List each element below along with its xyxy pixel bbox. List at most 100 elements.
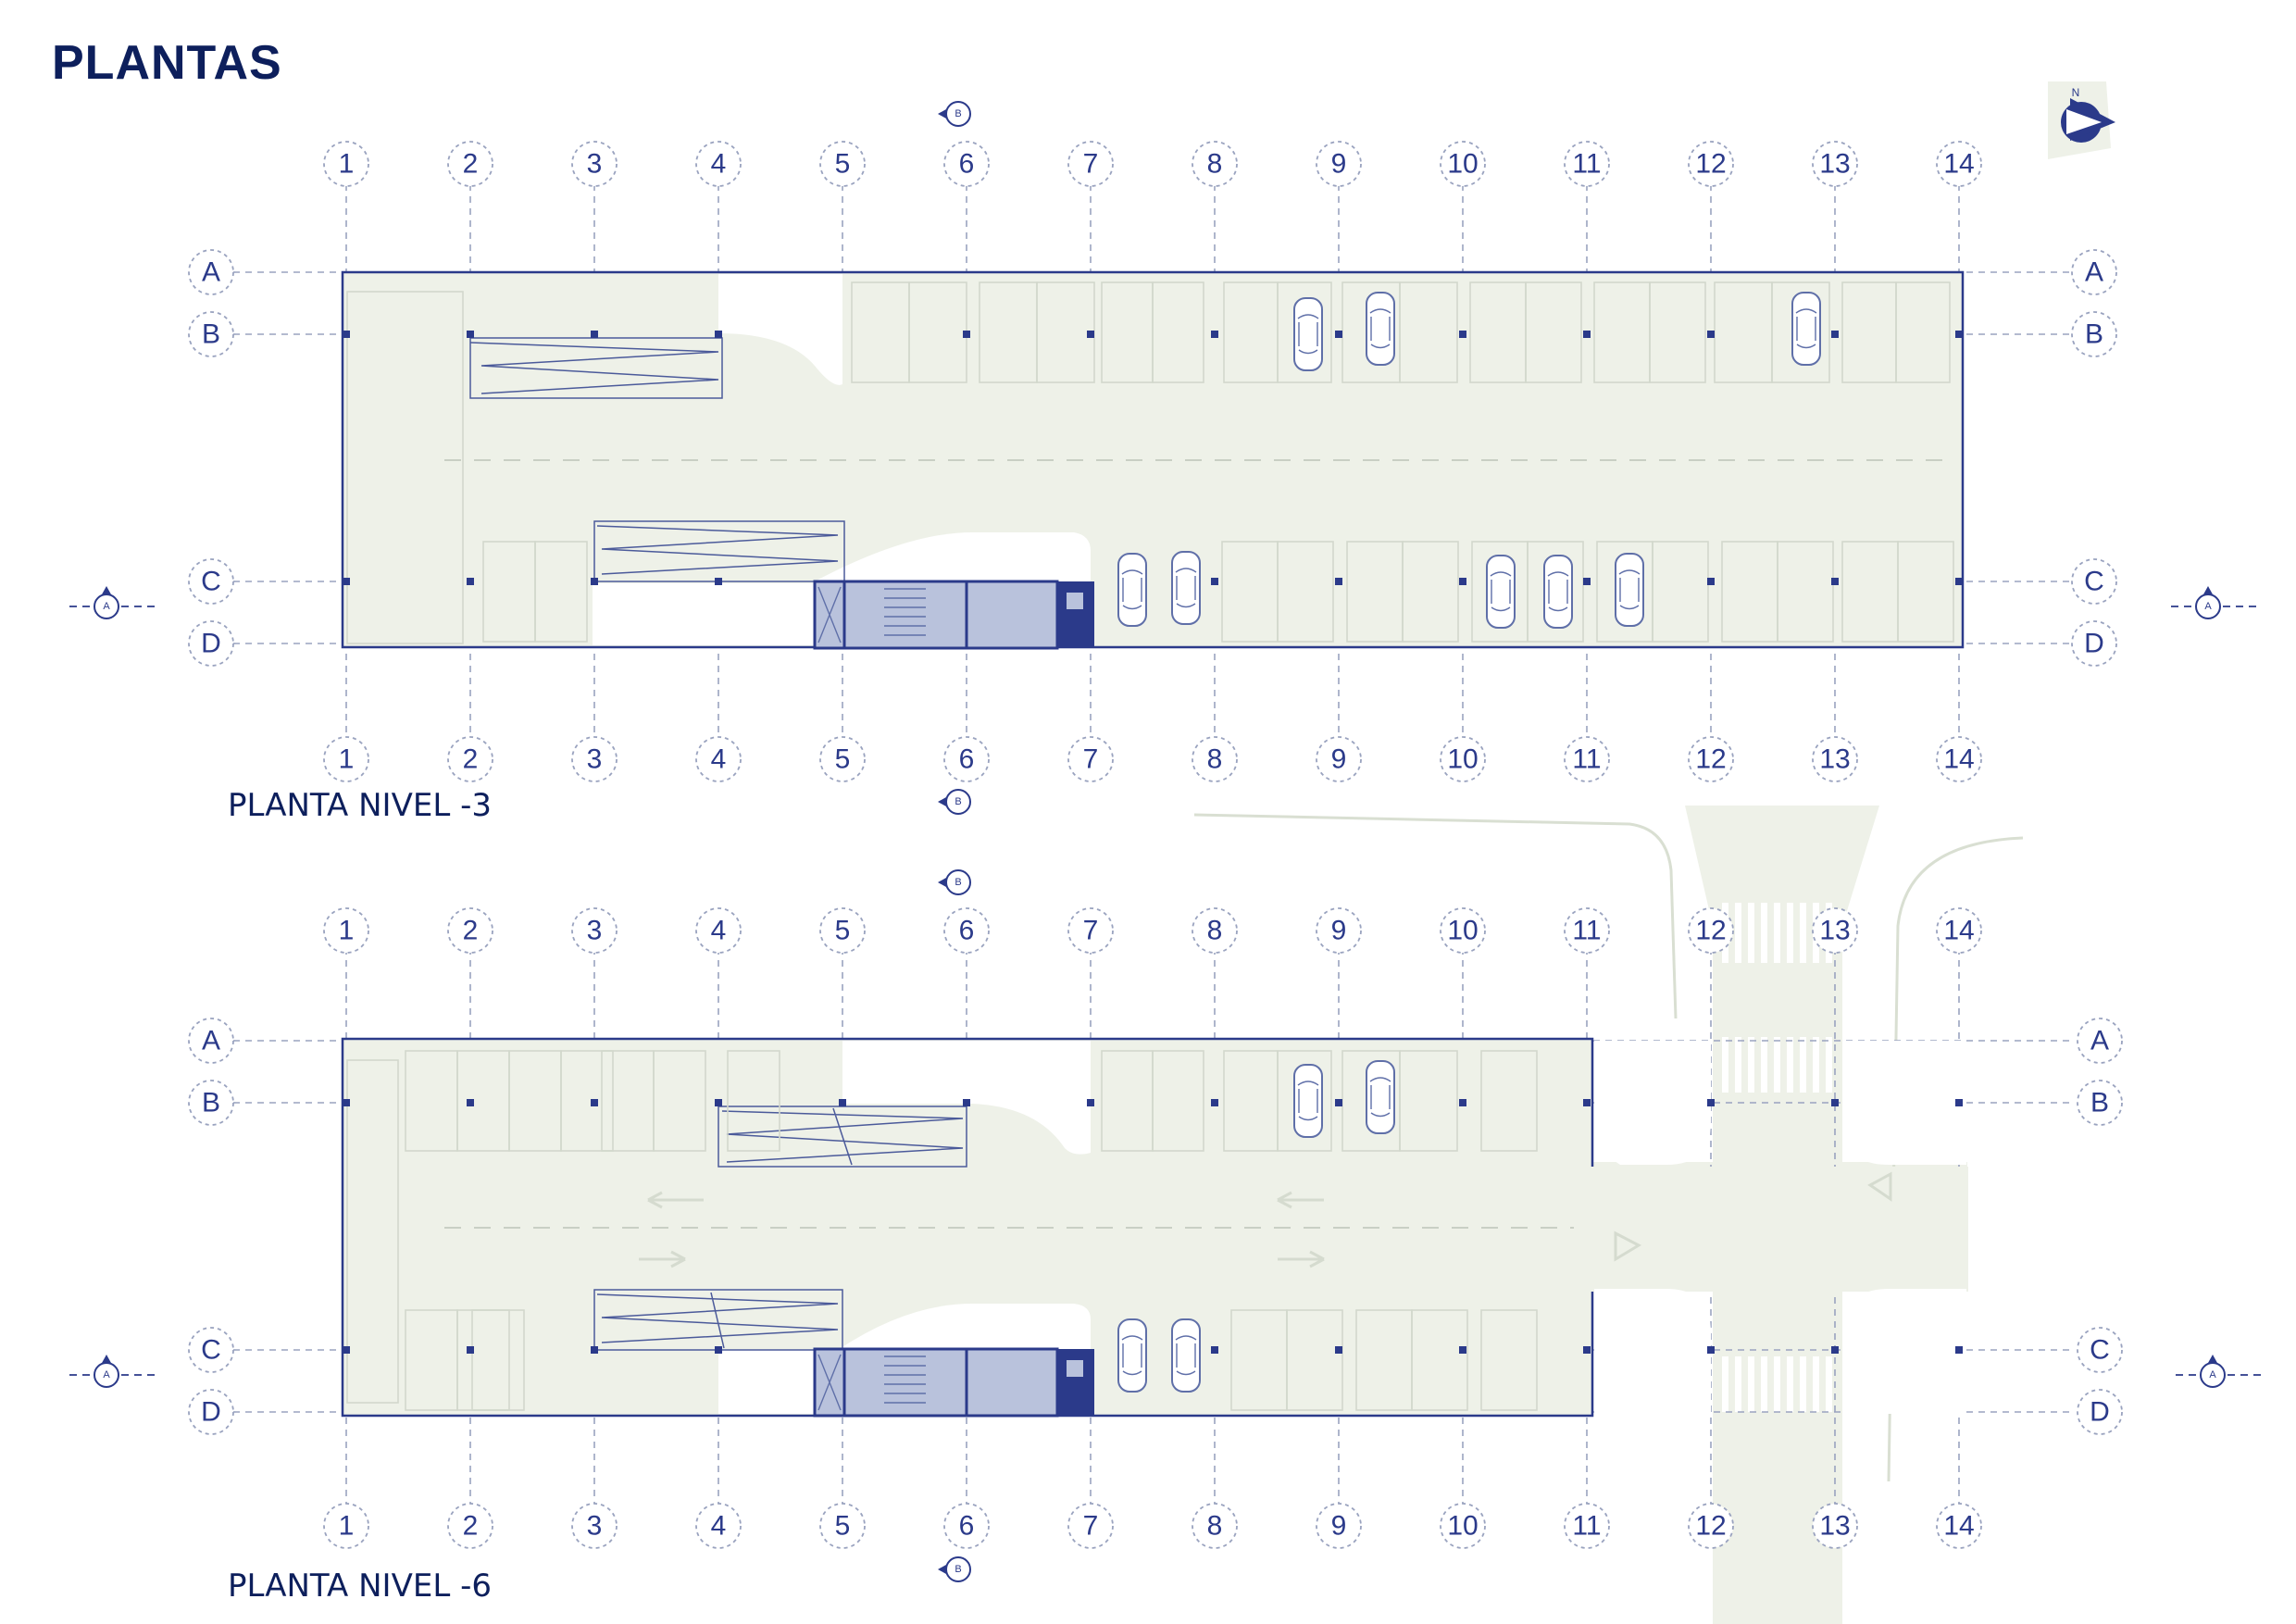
car-detail	[1297, 1081, 1319, 1121]
grid-column-bubble: 6	[943, 907, 990, 954]
grid-column-label: 6	[959, 149, 975, 180]
grid-column-bubble: 11	[1564, 1503, 1610, 1549]
car-icon	[1615, 553, 1644, 627]
grid-bubble-circle	[2077, 1327, 2123, 1373]
section-marker-a: A	[69, 586, 157, 619]
section-marker-a: A	[2171, 586, 2259, 619]
grid-column-bubble: 3	[571, 907, 618, 954]
street-void	[1594, 1041, 1711, 1165]
grid-column-bubble: 5	[819, 907, 866, 954]
ramp-zigzag	[596, 525, 839, 575]
crosswalk-stripe	[1761, 1356, 1767, 1412]
parking-stall	[1152, 1050, 1204, 1152]
structural-column	[1459, 578, 1466, 585]
grid-bubble-circle	[1440, 1503, 1486, 1549]
crosswalk-stripe	[1748, 1037, 1754, 1093]
grid-column-bubble: 4	[695, 907, 742, 954]
grid-bubble-circle	[188, 1389, 234, 1435]
grid-column-label: 6	[959, 1511, 975, 1542]
grid-column-bubble: 2	[447, 1503, 493, 1549]
grid-bubble-circle	[1067, 1503, 1114, 1549]
parking-stall	[1777, 541, 1834, 643]
grid-column-label: 9	[1331, 149, 1347, 180]
car-icon	[1791, 292, 1821, 366]
grid-column-bubble: 7	[1067, 736, 1114, 782]
grid-bubble-circle	[1936, 1503, 1982, 1549]
car-icon	[1293, 297, 1323, 371]
grid-column-label: 10	[1447, 744, 1478, 775]
grid-bubble-circle	[1316, 907, 1362, 954]
structural-column	[1335, 1099, 1342, 1106]
direction-arrow	[647, 1191, 704, 1209]
parking-stall	[560, 1050, 614, 1152]
grid-column-label: 3	[587, 149, 603, 180]
grid-column-label: 14	[1943, 916, 1974, 946]
parking-stall	[1286, 1309, 1343, 1411]
structural-column	[591, 1099, 598, 1106]
grid-column-bubble: 6	[943, 736, 990, 782]
grid-bubble-circle	[1564, 1503, 1610, 1549]
grid-column-bubble: 5	[819, 736, 866, 782]
grid-bubble-circle	[1564, 736, 1610, 782]
grid-column-label: 13	[1819, 149, 1850, 180]
grid-bubble-circle	[2077, 1018, 2123, 1064]
section-marker-b: B	[938, 789, 971, 815]
curb-line	[1193, 813, 1678, 1019]
parking-stall	[1399, 281, 1458, 383]
grid-bubble-circle	[571, 736, 618, 782]
grid-bubble-circle	[1192, 1503, 1238, 1549]
grid-column-label: 14	[1943, 1511, 1974, 1542]
grid-bubble-circle	[1316, 1503, 1362, 1549]
structural-column	[1707, 1346, 1715, 1354]
car-detail	[1490, 571, 1512, 612]
section-label: A	[103, 601, 110, 612]
structural-column	[1087, 1099, 1094, 1106]
grid-column-label: 1	[339, 1511, 355, 1542]
grid-bubble-circle	[695, 736, 742, 782]
grid-column-label: 4	[711, 149, 727, 180]
grid-column-bubble: 11	[1564, 907, 1610, 954]
plan-label-level-6: PLANTA NIVEL -6	[228, 1568, 492, 1605]
parking-stall	[1399, 1050, 1458, 1152]
car-detail	[1175, 568, 1197, 608]
grid-bubble-circle	[943, 1503, 990, 1549]
grid-row-bubble: A	[188, 249, 234, 295]
section-arrow	[938, 109, 946, 119]
grid-row-bubble: A	[188, 1018, 234, 1064]
structural-column	[1459, 331, 1466, 338]
grid-row-bubble: C	[2077, 1327, 2123, 1373]
grid-bubble-circle	[188, 1018, 234, 1064]
curb-line	[1887, 836, 2024, 1482]
grid-bubble-circle	[1316, 736, 1362, 782]
toilet-icon	[1067, 1360, 1083, 1377]
service-room	[1057, 581, 1094, 648]
grid-bubble-circle	[1688, 1503, 1734, 1549]
section-marker-b: B	[938, 869, 971, 895]
structural-column	[343, 1346, 350, 1354]
grid-column-bubble: 6	[943, 1503, 990, 1549]
street-void	[1842, 1041, 1966, 1165]
grid-row-label: A	[2090, 1026, 2109, 1056]
crosswalk-stripe	[1800, 1356, 1806, 1412]
structural-column	[343, 1099, 350, 1106]
grid-row-label: B	[202, 1088, 220, 1118]
grid-row-label: B	[2090, 1088, 2109, 1118]
grid-column-bubble: 4	[695, 1503, 742, 1549]
car-icon	[1171, 551, 1201, 625]
grid-bubble-circle	[571, 1503, 618, 1549]
grid-bubble-circle	[943, 141, 990, 187]
grid-column-bubble: 5	[819, 1503, 866, 1549]
grid-row-label: D	[201, 1397, 221, 1428]
elevator-cross	[817, 586, 842, 643]
grid-column-bubble: 1	[323, 141, 369, 187]
car-icon	[1117, 1318, 1147, 1393]
grid-column-bubble: 3	[571, 141, 618, 187]
structural-column	[591, 578, 598, 585]
grid-column-bubble: 7	[1067, 1503, 1114, 1549]
section-label: A	[2204, 601, 2212, 612]
grid-column-label: 11	[1572, 1511, 1601, 1542]
grid-column-label: 7	[1083, 916, 1099, 946]
structural-column	[1955, 1099, 1963, 1106]
grid-bubble-circle	[1688, 907, 1734, 954]
grid-column-label: 2	[463, 916, 479, 946]
